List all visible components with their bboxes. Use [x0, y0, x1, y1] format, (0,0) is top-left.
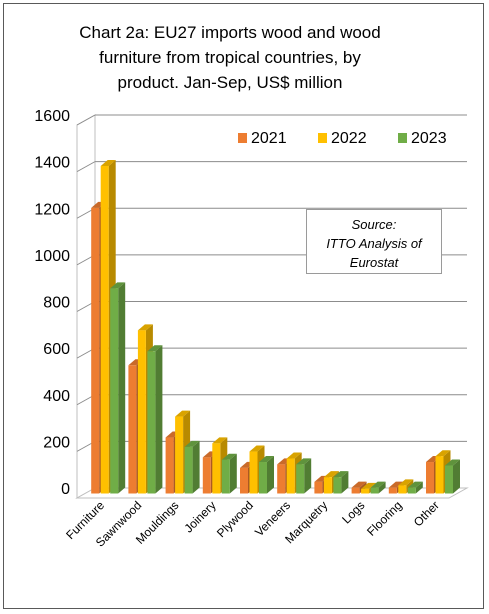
chart-title: Chart 2a: EU27 imports wood and wood fur…: [40, 20, 420, 95]
y-tick-label: 600: [43, 341, 70, 358]
bar-2022-sawnwood: [137, 330, 146, 494]
bar-2022-furniture: [100, 165, 109, 494]
title-line-3: product. Jan-Sep, US$ million: [117, 73, 343, 92]
bar-2023-mouldings: [184, 446, 193, 494]
bar-side-2023-plywood: [267, 456, 274, 494]
bar-top-2023-sawnwood: [147, 345, 163, 352]
bar-top-2022-flooring: [398, 479, 414, 486]
legend-label-2023: 2023: [411, 130, 447, 147]
bar-top-2022-logs: [361, 482, 377, 489]
bar-2022-mouldings: [175, 416, 184, 494]
bar-top-2022-other: [435, 450, 451, 457]
legend-swatch-2021: [238, 133, 247, 143]
y-tick-label: 1400: [34, 155, 70, 172]
legend-label-2022: 2022: [331, 130, 367, 147]
gridline-side: [76, 114, 96, 126]
bar-top-2022-sawnwood: [137, 324, 153, 331]
bar-2023-logs: [370, 487, 379, 494]
source-line-1: Source:: [351, 217, 397, 232]
bar-2023-sawnwood: [147, 351, 156, 494]
bar-2023-marquetry: [333, 477, 342, 494]
bar-2022-joinery: [212, 443, 221, 494]
bar-2021-joinery: [202, 457, 211, 494]
bar-top-2022-veneers: [286, 452, 302, 459]
bar-top-2023-mouldings: [184, 440, 200, 447]
bar-side-2023-veneers: [304, 458, 312, 494]
bar-2022-logs: [361, 488, 370, 494]
bar-2021-plywood: [240, 467, 248, 494]
source-note: Source: ITTO Analysis of Eurostat: [306, 209, 442, 274]
bar-top-2023-plywood: [259, 456, 274, 463]
bar-side-2023-furniture: [118, 282, 126, 494]
bar-2021-veneers: [277, 464, 286, 494]
bar-side-2023-flooring: [415, 481, 423, 494]
bar-2022-veneers: [286, 458, 295, 494]
bar-top-2023-furniture: [110, 282, 126, 289]
y-tick-label: 1600: [34, 108, 70, 125]
bar-side-2023-other: [453, 459, 460, 494]
y-tick-label: 400: [43, 388, 70, 405]
y-tick-label: 1000: [34, 248, 70, 265]
bar-2022-plywood: [249, 451, 258, 494]
bar-2021-sawnwood: [128, 365, 137, 494]
x-tick-label: Flooring: [364, 498, 405, 539]
bar-side-2023-sawnwood: [155, 345, 163, 494]
bar-top-2021-flooring: [388, 481, 404, 488]
y-tick-label: 1200: [34, 201, 70, 218]
bar-side-2023-joinery: [229, 453, 237, 494]
bar-2022-flooring: [398, 485, 407, 494]
source-line-3: Eurostat: [349, 255, 399, 270]
bar-2023-furniture: [110, 288, 119, 494]
source-line-2: ITTO Analysis of: [326, 236, 422, 251]
bar-2022-other: [435, 456, 444, 494]
title-line-1: Chart 2a: EU27 imports wood and wood: [79, 23, 381, 42]
bar-top-2022-joinery: [212, 437, 228, 444]
legend-swatch-2022: [318, 133, 327, 143]
bar-side-2023-logs: [378, 481, 386, 494]
bar-top-2022-furniture: [100, 159, 116, 166]
bar-2021-flooring: [388, 487, 397, 494]
x-tick-label: Other: [411, 498, 442, 529]
legend-swatch-2023: [398, 133, 407, 143]
bar-top-2022-plywood: [249, 445, 265, 452]
bar-top-2023-joinery: [221, 453, 237, 460]
x-tick-label: Plywood: [214, 498, 256, 540]
bar-2023-flooring: [407, 487, 416, 494]
y-tick-label: 0: [61, 481, 70, 498]
title-line-2: furniture from tropical countries, by: [99, 48, 361, 67]
bar-side-2023-marquetry: [341, 471, 349, 494]
gridline-side: [76, 161, 96, 173]
bar-2022-marquetry: [323, 477, 332, 494]
bar-2021-other: [426, 462, 434, 494]
y-tick-label: 800: [43, 295, 70, 312]
bar-top-2022-mouldings: [175, 410, 191, 417]
bar-2021-logs: [351, 487, 360, 494]
bar-top-2023-logs: [370, 481, 386, 488]
bar-top-2023-other: [445, 459, 460, 466]
bar-2023-veneers: [296, 464, 305, 494]
bar-2023-joinery: [221, 459, 230, 494]
bar-2023-other: [445, 465, 453, 494]
y-tick-label: 200: [43, 434, 70, 451]
bar-top-2023-veneers: [296, 458, 312, 465]
bar-top-2022-marquetry: [323, 471, 339, 478]
bar-top-2021-logs: [351, 481, 367, 488]
legend-label-2021: 2021: [251, 130, 287, 147]
bar-side-2023-mouldings: [192, 440, 200, 494]
bar-2021-furniture: [91, 207, 100, 494]
bar-2021-marquetry: [314, 481, 323, 494]
x-tick-label: Logs: [339, 498, 367, 526]
bar-2023-plywood: [259, 462, 267, 494]
bar-2021-mouldings: [165, 437, 174, 494]
bar-top-2023-marquetry: [333, 471, 349, 478]
bar-top-2023-flooring: [407, 481, 423, 488]
